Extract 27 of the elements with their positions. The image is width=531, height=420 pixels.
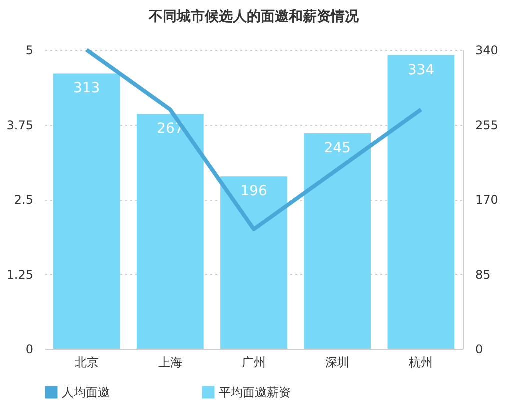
chart-title: 不同城市候选人的面邀和薪资情况 bbox=[148, 8, 360, 25]
x-tick-label: 广州 bbox=[242, 356, 266, 370]
y2-tick-label: 340 bbox=[476, 44, 498, 58]
legend-label: 平均面邀薪资 bbox=[219, 386, 291, 400]
data-label: 334 bbox=[408, 62, 435, 78]
y2-tick-label: 0 bbox=[476, 342, 484, 356]
bar bbox=[136, 114, 204, 349]
x-tick-label: 深圳 bbox=[326, 356, 350, 370]
y-tick-label: 0 bbox=[26, 342, 34, 356]
y-tick-label: 1.25 bbox=[6, 268, 34, 282]
x-tick-label: 上海 bbox=[158, 356, 182, 370]
legend-label: 人均面邀 bbox=[62, 386, 110, 400]
y-tick-label: 3.75 bbox=[6, 118, 34, 132]
x-tick-label: 北京 bbox=[74, 356, 99, 370]
bar bbox=[53, 74, 120, 349]
data-label: 245 bbox=[324, 140, 351, 157]
data-label: 196 bbox=[240, 184, 268, 200]
bar bbox=[304, 134, 372, 349]
y2-tick-label: 170 bbox=[476, 193, 498, 207]
y2-tick-label: 255 bbox=[476, 118, 498, 132]
data-label: 313 bbox=[73, 80, 100, 97]
y-tick-label: 2.5 bbox=[14, 193, 34, 207]
y-tick-label: 5 bbox=[26, 44, 34, 58]
y2-tick-label: 85 bbox=[476, 268, 491, 282]
x-tick-label: 杭州 bbox=[408, 356, 434, 370]
bar bbox=[220, 176, 288, 349]
bar bbox=[388, 55, 455, 349]
